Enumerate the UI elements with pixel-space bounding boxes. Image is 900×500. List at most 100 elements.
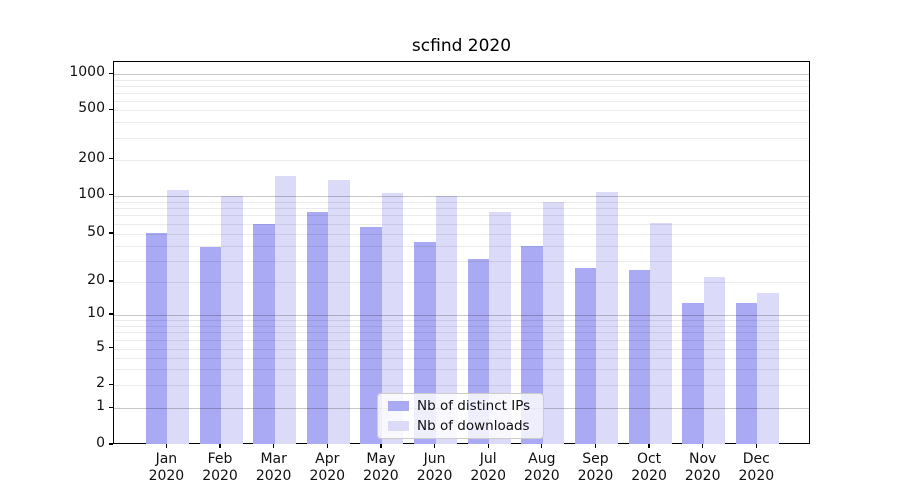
y-axis-tick-label: 100 [78, 185, 105, 202]
bar-distinct-ips [682, 302, 704, 444]
x-tick-mark [541, 444, 543, 448]
x-axis-tick-year: 2020 [309, 468, 346, 484]
legend-swatch-downloads [388, 421, 409, 431]
bar-downloads [650, 223, 672, 444]
x-axis-tick-year: 2020 [577, 468, 614, 484]
x-tick-mark [594, 444, 597, 448]
x-axis-tick-label: Mar 2020 [242, 451, 306, 485]
x-tick-mark [380, 444, 382, 448]
x-axis-tick-label: Nov 2020 [671, 451, 735, 485]
x-axis-tick-year: 2020 [202, 468, 238, 484]
bar-downloads [435, 195, 458, 444]
y-axis-tick-label: 5 [96, 338, 105, 355]
x-axis-tick-label: Jun 2020 [403, 451, 467, 485]
bar-downloads [167, 189, 189, 444]
x-axis-tick-year: 2020 [363, 468, 399, 484]
x-axis-tick-year: 2020 [416, 468, 453, 484]
y-tick-mark [108, 72, 113, 74]
x-axis-tick-label: Jan 2020 [134, 451, 198, 485]
bar-distinct-ips [306, 211, 329, 444]
chart-title: scfind 2020 [411, 36, 512, 56]
x-axis-tick-year: 2020 [738, 468, 775, 484]
x-tick-mark [165, 444, 168, 448]
grid-line-minor [114, 137, 809, 139]
grid-line-major [114, 74, 809, 76]
grid-line-minor [114, 100, 809, 102]
y-axis-tick-label: 1 [96, 398, 105, 415]
y-tick-mark [108, 108, 113, 110]
y-axis-tick-label: 500 [78, 100, 105, 117]
y-tick-mark [108, 232, 113, 234]
x-axis-tick-label: Sep 2020 [563, 451, 627, 485]
y-axis-tick-label: 1000 [69, 64, 105, 81]
bar-downloads [703, 277, 726, 444]
grid-line-minor [114, 201, 809, 203]
x-axis-tick-year: 2020 [684, 468, 721, 484]
x-axis-tick-label: Jul 2020 [456, 451, 520, 485]
grid-line-minor [114, 215, 809, 217]
bar-downloads [274, 175, 297, 444]
y-axis-tick-label: 20 [87, 272, 105, 288]
y-tick-mark [108, 406, 113, 408]
bar-downloads [489, 211, 511, 444]
x-tick-mark [433, 444, 436, 448]
bar-distinct-ips [735, 302, 758, 444]
grid-line-minor [114, 223, 809, 225]
x-axis-tick-year: 2020 [523, 468, 560, 484]
bar-downloads [381, 193, 404, 444]
y-tick-mark [108, 443, 113, 445]
bar-downloads [542, 202, 565, 444]
x-axis-tick-label: Aug 2020 [510, 451, 574, 485]
y-tick-mark [108, 280, 113, 282]
legend-swatch-distinct-ips [388, 401, 409, 411]
y-axis-tick-label: 0 [96, 435, 105, 451]
y-tick-mark [108, 347, 113, 349]
grid-line-minor [114, 92, 809, 94]
y-tick-mark [108, 158, 113, 160]
y-tick-mark [108, 383, 113, 385]
bar-downloads [328, 180, 350, 444]
bar-distinct-ips [199, 247, 222, 444]
x-axis-tick-label: Dec 2020 [724, 451, 788, 485]
y-axis-tick-label: 10 [87, 305, 105, 321]
bar-distinct-ips [628, 270, 651, 444]
grid-line-minor [114, 234, 809, 235]
grid-line-minor [114, 208, 809, 210]
grid-line-minor [114, 122, 809, 124]
y-tick-mark [108, 194, 113, 196]
grid-line-minor [114, 159, 809, 161]
x-tick-mark [755, 444, 757, 448]
x-tick-mark [702, 444, 704, 448]
plot-area [113, 61, 810, 444]
bar-distinct-ips [253, 223, 275, 444]
x-tick-mark [219, 444, 221, 448]
x-axis-tick-year: 2020 [255, 468, 292, 484]
bar-downloads [596, 191, 618, 444]
grid-line-minor [114, 85, 809, 87]
x-tick-mark [648, 444, 650, 448]
x-tick-mark [273, 444, 275, 448]
legend-row: Nb of distinct IPs [388, 398, 533, 414]
x-axis-tick-label: May 2020 [349, 451, 413, 485]
bar-downloads [221, 195, 243, 444]
x-tick-mark [487, 444, 489, 448]
bar-distinct-ips [145, 232, 168, 444]
bar-distinct-ips [360, 226, 382, 444]
x-axis-tick-label: Feb 2020 [188, 451, 252, 485]
grid-line-minor [114, 79, 809, 81]
legend-label: Nb of distinct IPs [417, 398, 531, 414]
x-axis-tick-year: 2020 [631, 468, 667, 484]
x-axis-tick-label: Apr 2020 [295, 451, 359, 485]
y-tick-mark [108, 313, 113, 315]
x-axis-tick-year: 2020 [148, 468, 185, 484]
legend: Nb of distinct IPs Nb of downloads [377, 393, 544, 439]
grid-line-major [114, 195, 809, 197]
y-axis-tick-label: 200 [78, 149, 105, 166]
x-axis-tick-label: Oct 2020 [617, 451, 681, 485]
grid-line-minor [114, 110, 809, 112]
y-axis-tick-label: 50 [87, 224, 105, 240]
bar-distinct-ips [574, 268, 597, 444]
bar-downloads [757, 292, 779, 444]
y-axis-tick-label: 2 [96, 375, 105, 392]
